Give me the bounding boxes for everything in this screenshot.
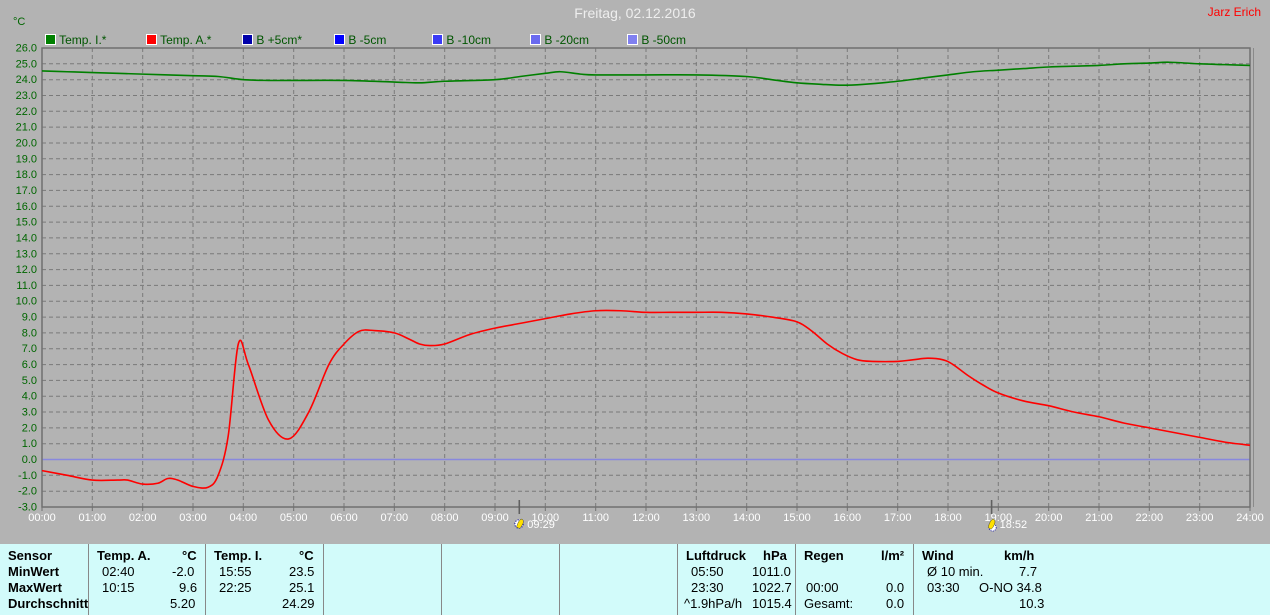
svg-text:04:00: 04:00 — [230, 512, 258, 524]
svg-text:24:00: 24:00 — [1236, 512, 1264, 524]
svg-text:13.0: 13.0 — [16, 248, 37, 260]
svg-text:11:00: 11:00 — [582, 512, 609, 524]
svg-text:24.0: 24.0 — [16, 74, 37, 86]
svg-text:18:52: 18:52 — [1000, 519, 1028, 531]
svg-text:18.0: 18.0 — [16, 169, 37, 181]
svg-text:02:00: 02:00 — [129, 512, 157, 524]
svg-text:17:00: 17:00 — [884, 512, 912, 524]
svg-text:09:00: 09:00 — [481, 512, 509, 524]
svg-text:15.0: 15.0 — [16, 217, 37, 229]
svg-text:20:00: 20:00 — [1035, 512, 1063, 524]
svg-text:09:29: 09:29 — [527, 519, 555, 531]
svg-text:06:00: 06:00 — [330, 512, 358, 524]
svg-text:07:00: 07:00 — [381, 512, 409, 524]
svg-text:16.0: 16.0 — [16, 201, 37, 213]
svg-text:21:00: 21:00 — [1085, 512, 1113, 524]
svg-text:5.0: 5.0 — [22, 375, 37, 387]
svg-text:22.0: 22.0 — [16, 106, 37, 118]
svg-text:2.0: 2.0 — [22, 422, 37, 434]
svg-text:13:00: 13:00 — [683, 512, 711, 524]
svg-text:7.0: 7.0 — [22, 343, 37, 355]
svg-text:23:00: 23:00 — [1186, 512, 1214, 524]
svg-text:8.0: 8.0 — [22, 327, 37, 339]
svg-text:-1.0: -1.0 — [18, 470, 37, 482]
svg-text:6.0: 6.0 — [22, 359, 37, 371]
svg-text:00:00: 00:00 — [28, 512, 56, 524]
svg-text:0.0: 0.0 — [22, 454, 37, 466]
svg-text:12:00: 12:00 — [632, 512, 660, 524]
svg-text:10.0: 10.0 — [16, 296, 37, 308]
svg-text:22:00: 22:00 — [1136, 512, 1164, 524]
svg-text:19.0: 19.0 — [16, 153, 37, 165]
svg-text:-2.0: -2.0 — [18, 486, 37, 498]
svg-text:25.0: 25.0 — [16, 58, 37, 70]
svg-text:12.0: 12.0 — [16, 264, 37, 276]
svg-text:21.0: 21.0 — [16, 122, 37, 134]
svg-text:1.0: 1.0 — [22, 438, 37, 450]
svg-text:4.0: 4.0 — [22, 391, 37, 403]
svg-text:3.0: 3.0 — [22, 407, 37, 419]
svg-text:11.0: 11.0 — [16, 280, 37, 292]
svg-text:23.0: 23.0 — [16, 90, 37, 102]
svg-text:08:00: 08:00 — [431, 512, 459, 524]
svg-text:15:00: 15:00 — [783, 512, 811, 524]
svg-text:20.0: 20.0 — [16, 138, 37, 150]
svg-text:14:00: 14:00 — [733, 512, 761, 524]
svg-text:01:00: 01:00 — [79, 512, 107, 524]
svg-text:26.0: 26.0 — [16, 43, 37, 55]
svg-text:05:00: 05:00 — [280, 512, 308, 524]
svg-text:14.0: 14.0 — [16, 232, 37, 244]
svg-text:16:00: 16:00 — [834, 512, 862, 524]
svg-text:17.0: 17.0 — [16, 185, 37, 197]
svg-text:03:00: 03:00 — [179, 512, 207, 524]
svg-text:9.0: 9.0 — [22, 312, 37, 324]
svg-text:18:00: 18:00 — [934, 512, 962, 524]
